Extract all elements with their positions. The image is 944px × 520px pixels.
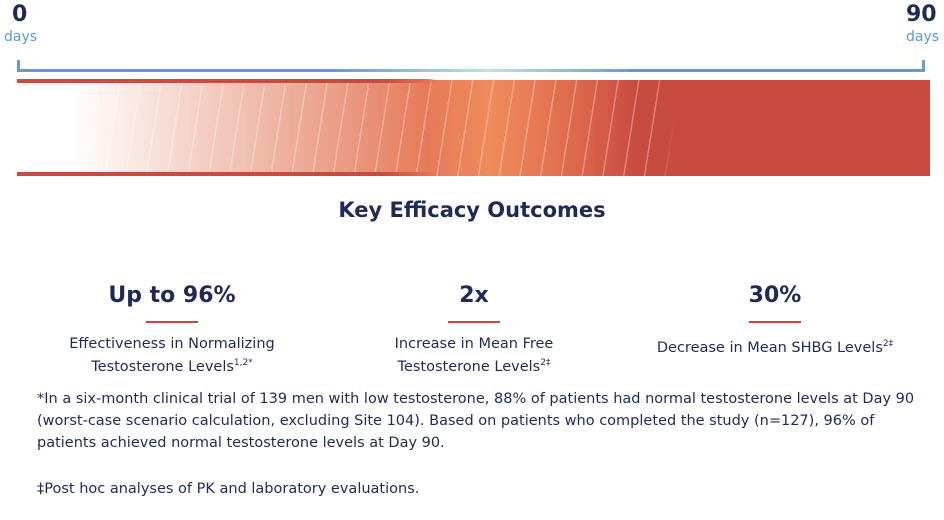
- stat-value: Up to 96%: [108, 283, 236, 308]
- stat-description: Increase in Mean Free Testosterone Levels…: [394, 336, 554, 375]
- stat-normalizing: Up to 96% Effectiveness in Normalizing Te…: [22, 283, 322, 377]
- stat-free-testosterone: 2x Increase in Mean Free Testosterone Lev…: [324, 283, 624, 377]
- stat-divider: [749, 321, 801, 323]
- footnote-post-hoc: ‡Post hoc analyses of PK and laboratory …: [37, 481, 420, 497]
- stat-description: Decrease in Mean SHBG Levels2‡: [656, 339, 894, 356]
- timeline-start-value: 0: [12, 2, 28, 27]
- stat-divider: [146, 321, 198, 323]
- band-stripes: [17, 80, 930, 176]
- timeline-bracket-highlight: [20, 69, 922, 72]
- band-top-edge: [17, 79, 930, 83]
- progress-gradient-band: [17, 80, 930, 176]
- stat-value: 30%: [748, 283, 802, 308]
- stat-value: 2x: [459, 283, 489, 308]
- timeline-end-unit: days: [906, 29, 940, 45]
- section-title: Key Efficacy Outcomes: [338, 198, 606, 222]
- stat-divider: [448, 321, 500, 323]
- stat-shbg: 30% Decrease in Mean SHBG Levels2‡: [625, 283, 925, 358]
- timeline-start-unit: days: [4, 29, 38, 45]
- footnote-trial: *In a six-month clinical trial of 139 me…: [37, 391, 915, 451]
- band-bottom-edge: [17, 172, 930, 176]
- stat-description: Effectiveness in Normalizing Testosterone…: [69, 336, 275, 375]
- timeline-end-value: 90: [906, 2, 937, 27]
